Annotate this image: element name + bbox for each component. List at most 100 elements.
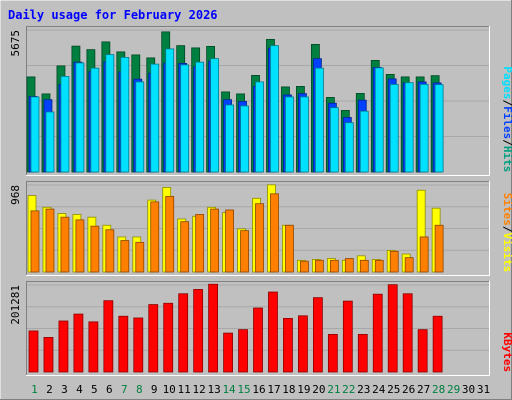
- bar-kbytes-day-14: [223, 332, 233, 373]
- x-tick-label: 28: [432, 383, 445, 396]
- x-tick-label: 19: [297, 383, 310, 396]
- x-tick-label: 15: [237, 383, 250, 396]
- bar-sites-day-15: [240, 230, 249, 273]
- label-separator: /: [501, 139, 512, 146]
- x-tick-label: 14: [222, 383, 236, 396]
- bar-sites-day-5: [90, 225, 100, 273]
- bar-kbytes-day-15: [238, 329, 248, 373]
- bar-pages-day-5: [90, 67, 100, 173]
- x-tick-label: 6: [106, 383, 113, 396]
- x-tick-label: 11: [178, 383, 191, 396]
- bar-sites-day-18: [285, 224, 294, 273]
- bar-sites-day-9: [150, 201, 160, 273]
- bar-kbytes-day-1: [28, 330, 39, 373]
- bar-kbytes-day-3: [58, 320, 69, 373]
- x-tick-label: 9: [151, 383, 158, 396]
- x-tick-label: 2: [46, 383, 53, 396]
- bar-pages-day-16: [255, 81, 264, 173]
- panel-1: 5675 Pages/Files/Hits: [9, 26, 512, 176]
- series-label-kbytes: KBytes: [501, 332, 512, 372]
- bar-sites-day-11: [180, 221, 190, 273]
- series-label-files: Files: [501, 106, 512, 139]
- bar-pages-day-26: [404, 82, 414, 173]
- bar-sites-day-8: [135, 241, 145, 273]
- ymax-label: 201281: [9, 285, 22, 325]
- bar-pages-day-3: [60, 76, 70, 173]
- series-label-sites: Sites: [501, 193, 512, 226]
- bar-sites-day-14: [225, 209, 234, 273]
- bar-sites-day-26: [404, 257, 414, 273]
- bar-kbytes-day-20: [312, 297, 323, 373]
- bar-pages-day-11: [180, 64, 190, 173]
- bar-pages-day-19: [300, 96, 309, 173]
- bar-pages-day-25: [389, 84, 399, 173]
- bar-kbytes-day-10: [163, 302, 174, 373]
- x-tick-label: 24: [372, 383, 386, 396]
- x-tick-label: 20: [312, 383, 325, 396]
- series-label-visits: Visits: [501, 233, 512, 273]
- x-tick-label: 3: [61, 383, 68, 396]
- bar-kbytes-day-13: [208, 283, 219, 373]
- x-tick-label: 13: [207, 383, 220, 396]
- bar-pages-day-4: [75, 62, 85, 173]
- bar-kbytes-day-21: [327, 333, 338, 373]
- bar-pages-day-15: [240, 105, 249, 173]
- bar-sites-day-10: [165, 196, 175, 273]
- bar-kbytes-day-9: [148, 304, 159, 373]
- x-tick-label: 8: [136, 383, 143, 396]
- series-axis-label: KBytes: [501, 332, 512, 372]
- bar-sites-day-3: [60, 216, 70, 273]
- series-axis-label: Pages/Files/Hits: [501, 66, 512, 172]
- bar-kbytes-day-28: [432, 315, 443, 373]
- x-tick-label: 25: [387, 383, 400, 396]
- x-tick-label: 18: [282, 383, 295, 396]
- bar-pages-day-1: [30, 96, 40, 173]
- panel-2: 968 Sites/Visits: [9, 181, 512, 276]
- bar-sites-day-28: [434, 224, 444, 273]
- bar-pages-day-24: [374, 67, 384, 173]
- x-tick-label: 26: [402, 383, 415, 396]
- bar-sites-day-17: [270, 193, 279, 273]
- bar-sites-day-13: [210, 208, 220, 273]
- x-tick-label: 22: [342, 383, 355, 396]
- series-label-hits: Hits: [501, 146, 512, 173]
- ymax-label: 5675: [9, 30, 22, 57]
- x-tick-label: 4: [76, 383, 83, 396]
- label-separator: /: [501, 226, 512, 233]
- bar-pages-day-17: [270, 45, 279, 173]
- bar-kbytes-day-26: [402, 293, 413, 373]
- bar-pages-day-8: [135, 81, 145, 173]
- label-separator: /: [501, 100, 512, 107]
- bar-pages-day-18: [285, 96, 294, 173]
- bar-kbytes-day-4: [73, 313, 84, 373]
- bar-pages-day-10: [165, 48, 175, 173]
- bar-kbytes-day-23: [357, 333, 368, 373]
- x-tick-label: 27: [417, 383, 430, 396]
- bar-pages-day-21: [329, 107, 339, 173]
- bar-sites-day-19: [300, 260, 309, 273]
- x-tick-label: 16: [252, 383, 265, 396]
- bar-pages-day-9: [150, 63, 160, 173]
- x-tick-label: 10: [163, 383, 176, 396]
- bar-pages-day-28: [434, 84, 444, 173]
- bar-pages-day-7: [120, 56, 130, 173]
- bar-sites-day-4: [75, 219, 85, 273]
- bar-sites-day-12: [195, 214, 205, 273]
- bar-kbytes-day-8: [133, 317, 144, 373]
- ymax-label: 968: [9, 185, 22, 205]
- bar-pages-day-14: [225, 104, 234, 173]
- bar-pages-day-6: [105, 54, 115, 173]
- bar-kbytes-day-27: [417, 329, 428, 373]
- bar-kbytes-day-17: [268, 291, 278, 373]
- bar-sites-day-21: [329, 259, 339, 273]
- bar-sites-day-23: [359, 259, 369, 273]
- x-tick-label: 12: [193, 383, 206, 396]
- chart-title: Daily usage for February 2026: [8, 8, 218, 22]
- x-tick-label: 5: [91, 383, 98, 396]
- x-tick-label: 30: [462, 383, 475, 396]
- bar-sites-day-27: [419, 236, 429, 273]
- bar-pages-day-13: [210, 58, 220, 173]
- bar-kbytes-day-22: [342, 300, 353, 373]
- bar-kbytes-day-25: [387, 284, 398, 373]
